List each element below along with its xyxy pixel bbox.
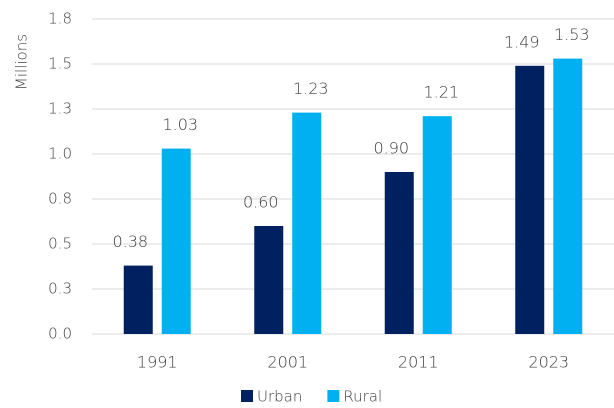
- data-label: 1.49: [504, 32, 540, 51]
- y-tick-label: 0.8: [48, 190, 72, 208]
- data-label: 0.60: [243, 193, 279, 212]
- x-tick-label: 2001: [267, 353, 308, 372]
- y-axis-label: Millions: [13, 34, 31, 90]
- bar: [123, 265, 153, 334]
- data-label: 0.90: [373, 139, 409, 158]
- bar: [384, 172, 414, 334]
- data-label: 1.53: [554, 25, 590, 44]
- data-label: 1.03: [162, 115, 198, 134]
- data-label: 0.38: [112, 232, 148, 251]
- bar: [292, 112, 322, 334]
- bar: [254, 226, 284, 334]
- x-tick-label: 2023: [528, 353, 569, 372]
- legend-label: Rural: [343, 388, 382, 406]
- y-tick-label: 1.8: [48, 10, 72, 28]
- data-label: 1.21: [423, 83, 459, 102]
- bar: [161, 148, 191, 334]
- legend-swatch: [241, 390, 253, 402]
- y-tick-label: 0.0: [48, 325, 72, 343]
- y-tick-label: 0.3: [48, 280, 72, 298]
- x-tick-label: 1991: [137, 353, 178, 372]
- data-label: 1.23: [293, 79, 329, 98]
- legend-label: Urban: [257, 388, 302, 406]
- bar: [422, 116, 452, 334]
- bar: [553, 58, 583, 334]
- y-tick-label: 0.5: [48, 235, 72, 253]
- y-tick-label: 1.3: [48, 100, 72, 118]
- x-tick-label: 2011: [398, 353, 439, 372]
- y-tick-label: 1.5: [48, 55, 72, 73]
- bar: [515, 65, 545, 335]
- legend-swatch: [327, 390, 340, 402]
- y-tick-label: 1.0: [48, 145, 72, 163]
